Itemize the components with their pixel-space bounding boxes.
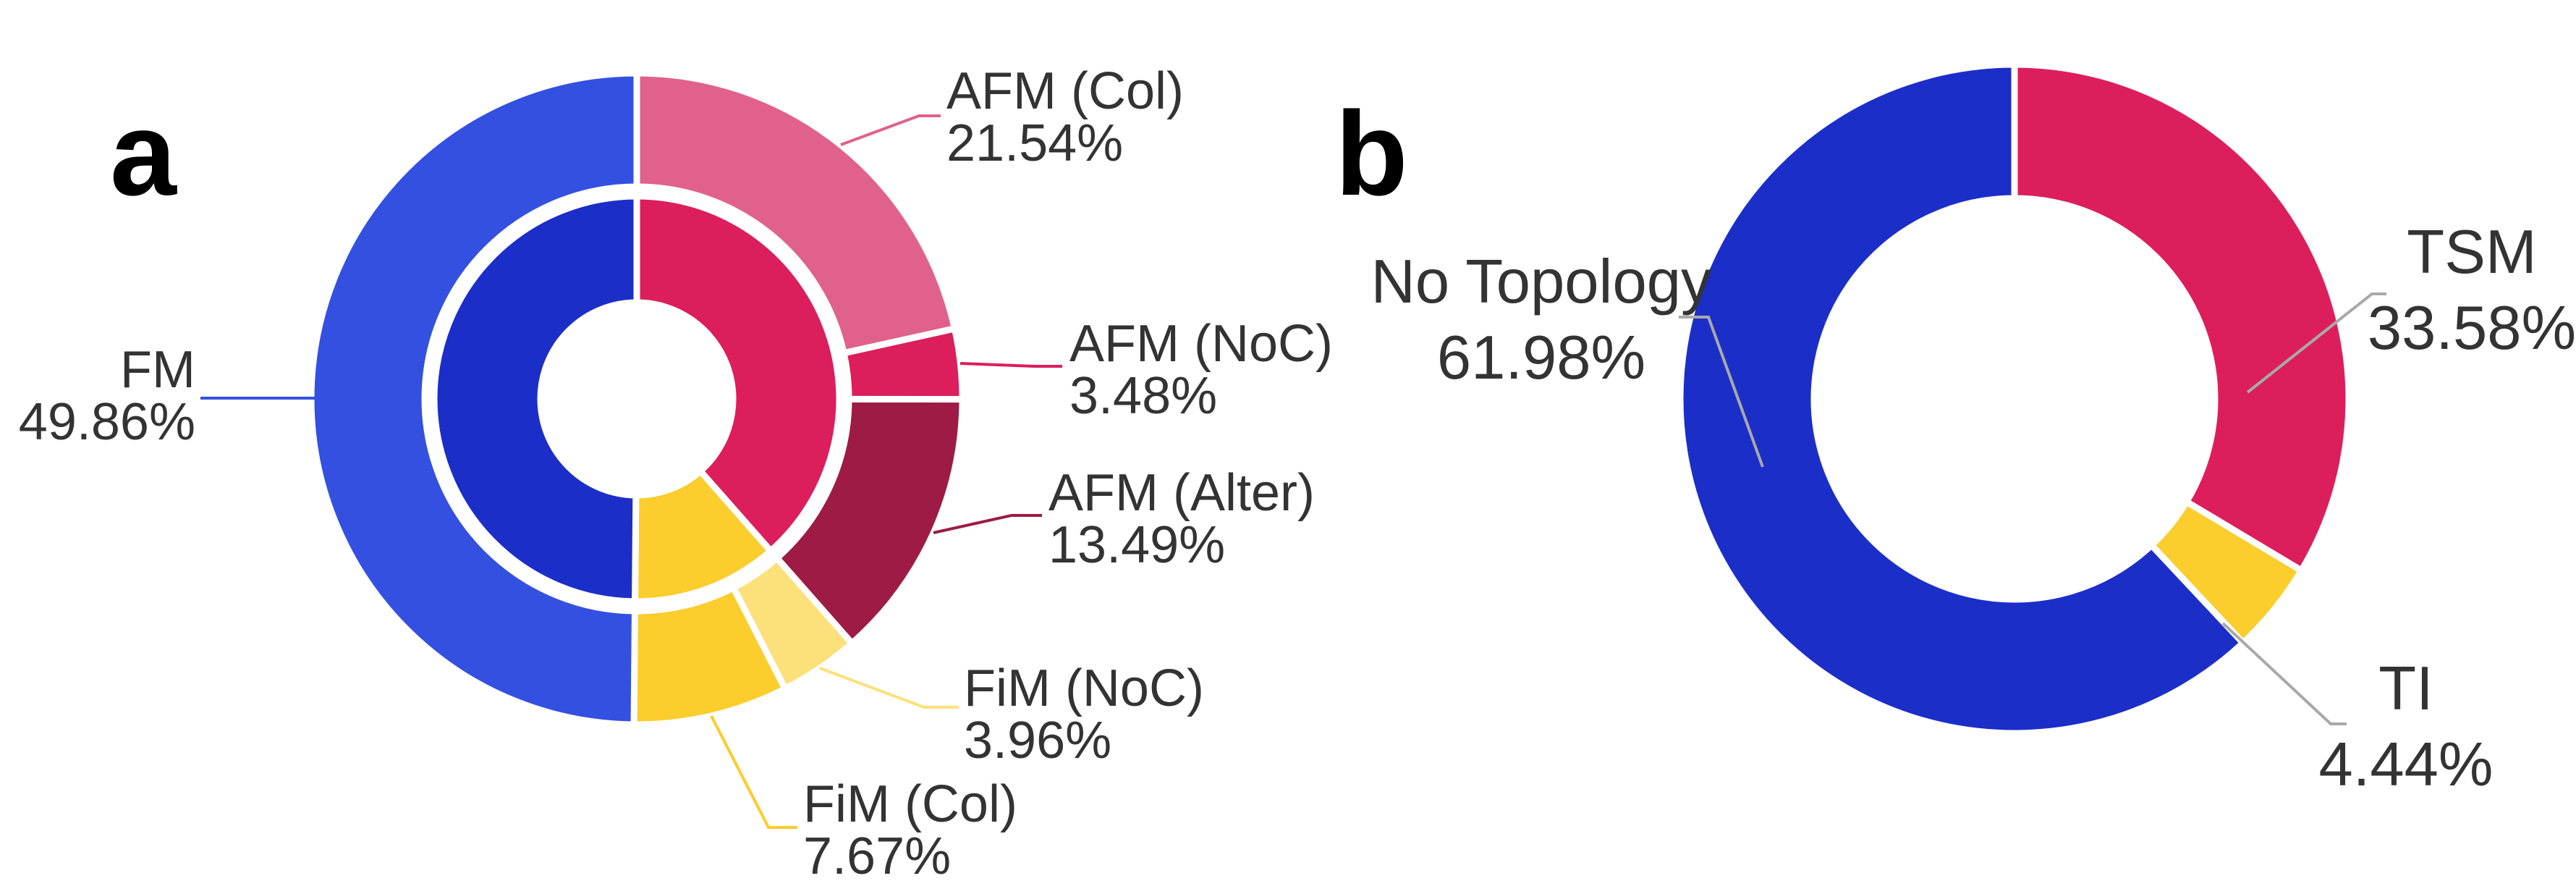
pie-slice-no-topology xyxy=(1677,61,2247,737)
slice-label-afm-noc-: AFM (NoC) xyxy=(1069,315,1333,373)
slice-label-tsm: TSM xyxy=(2407,218,2536,287)
slice-value-fim-col-: 7.67% xyxy=(803,827,951,885)
leader-line-no-topology xyxy=(1679,316,1764,468)
slice-label-fim-noc-: FiM (NoC) xyxy=(964,659,1204,717)
slice-value-afm-col-: 21.54% xyxy=(946,114,1123,172)
pie-slice-afm-col- xyxy=(633,69,958,357)
slice-value-fm: 49.86% xyxy=(19,393,195,451)
leader-line-afm-noc- xyxy=(959,362,1062,368)
pie-chart-b: TSM 33.58% TI 4.44% No Topology 61.98% xyxy=(1371,61,2576,799)
leader-line-fim-noc- xyxy=(819,667,959,709)
slice-value-afm-noc-: 3.48% xyxy=(1069,367,1217,425)
slice-label-ti: TI xyxy=(2378,654,2433,723)
slice-label-no-topology: No Topology xyxy=(1371,248,1712,316)
leader-line-ti xyxy=(2221,622,2347,725)
slice-value-tsm: 33.58% xyxy=(2368,294,2576,363)
pie-slice-fm xyxy=(431,193,640,605)
leader-line-tsm xyxy=(2246,292,2386,394)
leader-line-fim-col- xyxy=(710,715,797,829)
slice-value-fim-noc-: 3.96% xyxy=(964,712,1111,769)
leader-line-afm-alter- xyxy=(933,514,1042,534)
slice-value-ti: 4.44% xyxy=(2318,730,2493,799)
leader-line-afm-col- xyxy=(840,114,941,146)
slice-label-afm-col-: AFM (Col) xyxy=(946,62,1184,120)
pie-slice-afm xyxy=(633,193,843,554)
panel-label-a: a xyxy=(110,87,177,220)
pie-chart-a: AFM (Col)21.54% AFM (NoC)3.48% AFM (Alter)… xyxy=(19,62,1333,885)
slice-label-fm: FM xyxy=(120,341,195,399)
slice-label-afm-alter-: AFM (Alter) xyxy=(1048,464,1315,522)
slice-value-no-topology: 61.98% xyxy=(1437,324,1645,392)
slice-label-fim-col-: FiM (Col) xyxy=(803,775,1017,833)
panel-label-b: b xyxy=(1335,87,1408,220)
pie-slice-tsm xyxy=(2011,61,2352,574)
pie-slice-fm xyxy=(308,69,640,728)
slice-value-afm-alter-: 13.49% xyxy=(1048,516,1225,574)
